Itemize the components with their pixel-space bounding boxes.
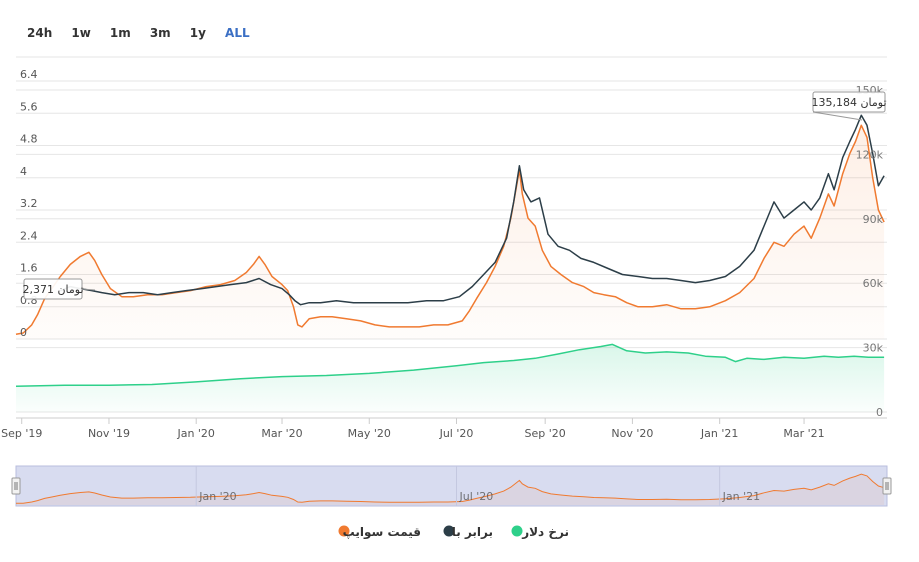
- range-button-1y[interactable]: 1y: [189, 26, 206, 40]
- legend-marker: [443, 525, 455, 537]
- legend-label[interactable]: نرخ دلار: [521, 525, 569, 539]
- navigator-line: [15, 473, 885, 504]
- tooltip-connector: [81, 288, 96, 291]
- series-area-0: [16, 125, 885, 339]
- series-line-0: [15, 124, 885, 335]
- tooltip-text: 2,371 تومان: [22, 283, 83, 296]
- legend-marker: [338, 525, 350, 537]
- x-tick-label: Jan '20: [176, 427, 214, 440]
- navigator-window: [15, 465, 888, 507]
- range-button-3m[interactable]: 3m: [149, 26, 171, 40]
- tooltip-connector: [812, 111, 863, 121]
- y-tick-left: 2.4: [20, 229, 38, 242]
- series-layer: [15, 114, 885, 412]
- y-tick-left: 5.6: [20, 100, 38, 113]
- y-tick-left: 0: [20, 326, 27, 339]
- navigator[interactable]: Jan '20 Jul '20 Jan '21: [11, 465, 892, 507]
- range-selector: 24h 1w 1m 3m 1y ALL: [22, 22, 259, 44]
- navigator-label: Jul '20: [459, 490, 494, 503]
- navigator-handle-left[interactable]: [11, 477, 21, 495]
- y-tick-left: 6.4: [20, 68, 38, 81]
- legend-marker: [511, 525, 523, 537]
- x-tick-label: Nov '20: [611, 427, 653, 440]
- x-tick-label: Mar '21: [783, 427, 824, 440]
- x-tick-label: Sep '19: [1, 427, 42, 440]
- tooltip-text: 135,184 تومان: [811, 96, 886, 109]
- navigator-label: Jan '21: [722, 490, 760, 503]
- series-line-2: [15, 343, 885, 387]
- navigator-label: Jan '20: [198, 490, 236, 503]
- y-tick-left: 4: [20, 165, 27, 178]
- series-area-2: [16, 344, 885, 412]
- x-tick-label: Mar '20: [261, 427, 302, 440]
- tooltip-box: [812, 91, 886, 113]
- tooltip-layer: 2,371 تومان 135,184 تومان: [22, 91, 887, 300]
- y-tick-left: 3.2: [20, 197, 38, 210]
- x-tick-label: Nov '19: [88, 427, 130, 440]
- legend-label[interactable]: قیمت سوایپ: [343, 525, 421, 540]
- axis-layer: 00.81.62.43.244.85.66.4030k60k90k120k150…: [1, 68, 887, 440]
- range-button-all[interactable]: ALL: [225, 26, 250, 40]
- x-tick-label: Sep '20: [525, 427, 566, 440]
- y-tick-left: 4.8: [20, 133, 38, 146]
- navigator-handle-right[interactable]: [882, 477, 892, 495]
- navigator-area: [16, 474, 885, 505]
- y-tick-left: 1.6: [20, 262, 38, 275]
- y-tick-right: 60k: [863, 277, 884, 290]
- range-button-24h[interactable]: 24h: [27, 26, 53, 40]
- y-tick-right: 0: [876, 406, 883, 419]
- x-tick-label: May '20: [348, 427, 391, 440]
- x-tick-label: Jul '20: [439, 427, 474, 440]
- y-tick-right: 30k: [863, 342, 884, 355]
- y-tick-right: 90k: [863, 213, 884, 226]
- y-tick-right: 120k: [856, 148, 884, 161]
- range-button-1m[interactable]: 1m: [109, 26, 131, 40]
- x-tick-label: Jan '21: [700, 427, 738, 440]
- range-button-1w[interactable]: 1w: [71, 26, 91, 40]
- legend-label[interactable]: برابر با: [452, 525, 493, 539]
- legend: نرخ دلار برابر با قیمت سوایپ: [338, 525, 569, 540]
- series-line-1: [60, 114, 885, 306]
